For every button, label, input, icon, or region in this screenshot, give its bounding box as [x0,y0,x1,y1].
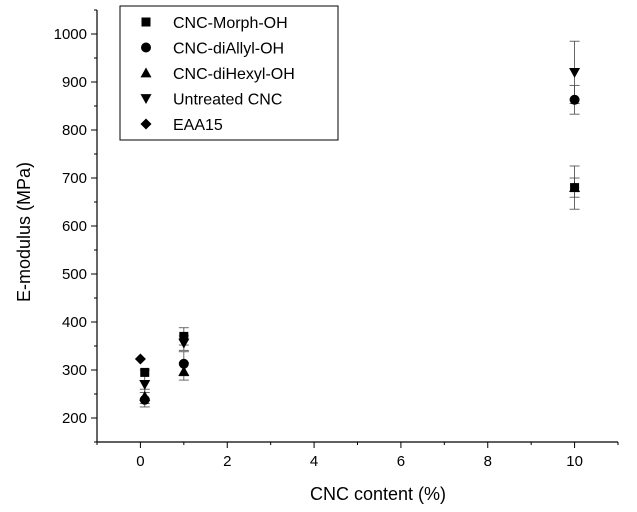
legend-marker-diamond [140,118,152,130]
data-point-diamond [134,353,146,365]
y-tick-label: 700 [62,170,87,187]
legend-marker-triangle-up [140,67,152,78]
data-point-triangle-down [178,338,190,349]
x-tick-label: 2 [223,453,231,470]
data-point-triangle-up [178,365,190,376]
legend-marker-circle [141,42,151,53]
legend-box [119,5,339,141]
x-tick-label: 10 [566,453,583,470]
y-tick-label: 200 [62,410,87,427]
legend-entry-label: EAA15 [173,117,223,134]
x-tick-label: 4 [310,453,318,470]
y-tick-label: 400 [62,314,87,331]
data-point-triangle-up [569,182,581,192]
y-tick-label: 300 [62,362,87,379]
x-tick-label: 0 [136,453,144,470]
y-tick-label: 1000 [54,26,87,43]
x-tick-label: 6 [397,453,405,470]
y-tick-label: 500 [62,266,87,283]
data-points [134,68,581,405]
legend-marker-square [141,17,151,27]
legend-entry-label: CNC-diHexyl-OH [173,66,295,83]
legend-entry-label: CNC-diAllyl-OH [173,41,284,58]
y-axis-title: E-modulus (MPa) [14,162,34,302]
legend-entry-label: CNC-Morph-OH [173,15,288,32]
data-point-square [140,367,150,377]
y-tick-label: 800 [62,122,87,139]
data-point-circle [178,358,189,369]
x-axis-title: CNC content (%) [310,484,446,504]
data-point-circle [569,94,580,105]
legend: CNC-Morph-OH CNC-diAllyl-OH CNC-diHexyl-OH… [119,5,339,141]
y-tick-label: 600 [62,218,87,235]
data-point-triangle-down [569,68,581,78]
axes: 0 2 4 6 8 10 200 300 400 500 600 700 800 900 1000 [54,9,619,470]
data-point-triangle-up [139,390,151,401]
data-point-square [179,331,189,341]
legend-marker-triangle-down [140,94,152,104]
y-tick-label: 900 [62,74,87,91]
legend-entry-label: Untreated CNC [173,92,282,109]
x-tick-label: 8 [484,453,492,470]
data-point-triangle-down [139,380,151,390]
